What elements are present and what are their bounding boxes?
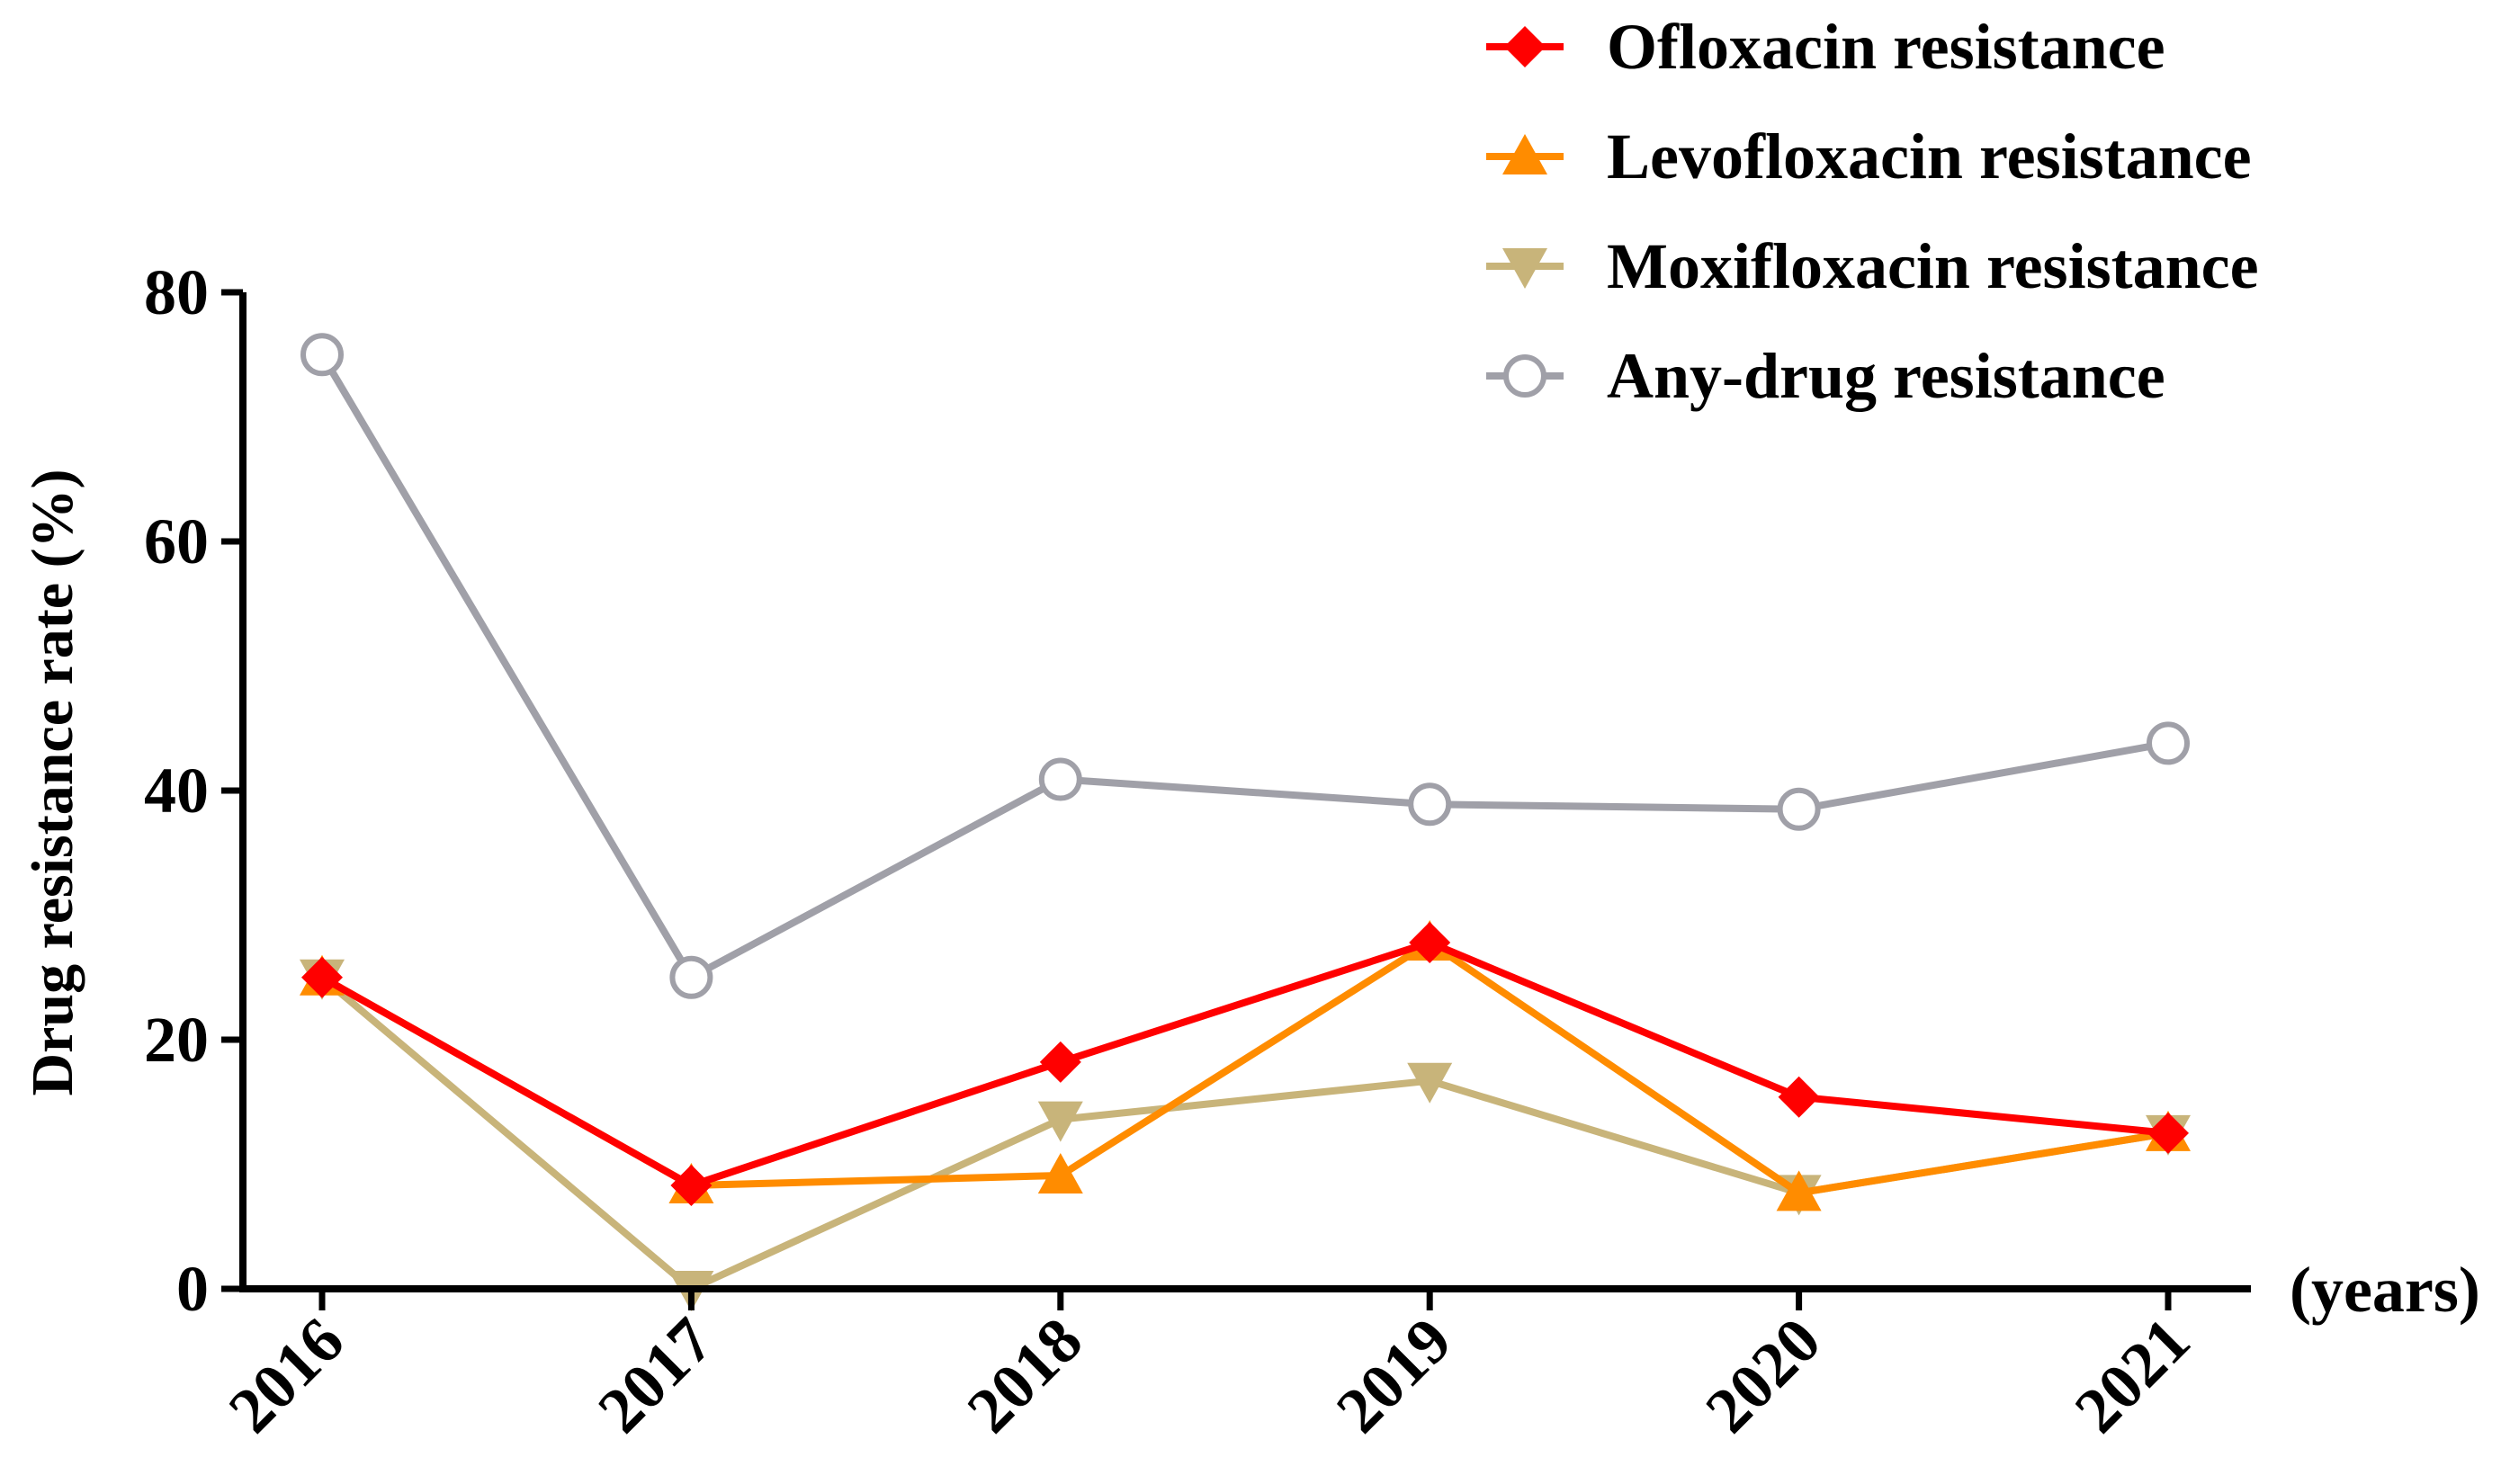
y-tick-label: 0 (176, 1253, 209, 1325)
series-line (320, 938, 2169, 1190)
legend-label: Ofloxacin resistance (1607, 11, 2165, 83)
data-point-2020 (1777, 787, 1821, 831)
y-tick-label: 40 (144, 755, 209, 827)
data-point-2017 (670, 1165, 713, 1207)
x-tick-label: 2021 (2061, 1304, 2203, 1446)
series-levofloxacin-resistance (300, 919, 2191, 1211)
data-point-2016 (301, 956, 343, 998)
data-point-2020 (1776, 1170, 1822, 1211)
y-axis-label: Drug resistance rate (%) (20, 469, 85, 1095)
legend-entry: Moxifloxacin resistance (1486, 230, 2259, 302)
legend: Ofloxacin resistance Levofloxacin resista… (1486, 11, 2259, 412)
x-tick-label: 2017 (584, 1304, 726, 1446)
legend-label: Any-drug resistance (1607, 340, 2165, 412)
legend-marker (1502, 248, 1547, 289)
legend-entry: Any-drug resistance (1486, 340, 2165, 412)
legend-label: Levofloxacin resistance (1607, 121, 2252, 192)
legend-entry: Ofloxacin resistance (1486, 11, 2165, 83)
series-line (318, 353, 2169, 981)
x-tick-label: 2018 (954, 1304, 1096, 1446)
data-point-2017 (669, 955, 713, 999)
x-tick-label: 2016 (215, 1304, 357, 1446)
y-tick-label: 80 (144, 256, 209, 328)
data-point-2021 (2147, 1112, 2189, 1154)
x-tick-label: 2020 (1692, 1304, 1834, 1446)
data-point-2019 (1407, 1062, 1453, 1104)
data-point-2018 (1039, 1041, 1081, 1083)
data-point-2018 (1037, 1101, 1083, 1142)
y-tick-label: 20 (144, 1004, 209, 1076)
legend-marker (1502, 134, 1547, 174)
legend-entry: Levofloxacin resistance (1486, 121, 2252, 192)
series-line (320, 938, 2169, 1197)
y-tick-label: 60 (144, 505, 209, 577)
x-tick-label: 2019 (1322, 1304, 1465, 1446)
series-moxifloxacin-resistance (300, 959, 2191, 1311)
data-point-2018 (1038, 757, 1082, 801)
series-ofloxacin-resistance (301, 921, 2189, 1207)
plot-area (300, 333, 2191, 1311)
legend-marker (1503, 354, 1546, 398)
data-point-2019 (1408, 782, 1452, 827)
legend-marker (1504, 26, 1546, 67)
x-ticks: 2016 2017 2018 2019 2020 2021 (215, 1289, 2203, 1446)
axes: 0 20 40 60 80 2016 2017 2018 2019 2020 2021 Drug … (20, 256, 2480, 1446)
series-any-drug-resistance (300, 333, 2190, 999)
data-point-2016 (300, 333, 344, 377)
data-point-2019 (1409, 921, 1451, 963)
data-point-2021 (2147, 721, 2190, 765)
data-point-2018 (1037, 1152, 1083, 1193)
x-axis-label: (years) (2290, 1254, 2480, 1326)
y-ticks: 0 20 40 60 80 (144, 256, 243, 1325)
data-point-2020 (1778, 1076, 1820, 1118)
legend-label: Moxifloxacin resistance (1607, 230, 2259, 302)
